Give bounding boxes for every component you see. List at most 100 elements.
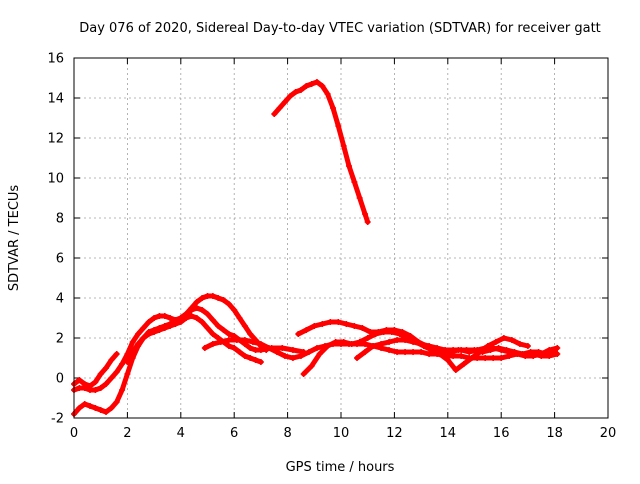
x-tick-label: 2 xyxy=(123,426,131,441)
data-point xyxy=(297,353,304,359)
data-point xyxy=(289,347,296,353)
data-point xyxy=(289,355,296,361)
data-point xyxy=(204,293,211,299)
x-axis-label: GPS time / hours xyxy=(286,460,395,475)
data-point xyxy=(434,345,441,351)
data-point xyxy=(108,357,115,363)
series-track-D xyxy=(124,313,264,365)
series-track-C xyxy=(71,351,120,389)
data-point xyxy=(81,401,88,407)
data-point xyxy=(335,319,342,325)
data-point xyxy=(103,381,110,387)
data-point xyxy=(340,339,347,345)
data-point xyxy=(103,409,110,415)
data-point xyxy=(135,331,142,337)
data-point xyxy=(362,349,369,355)
x-tick-label: 14 xyxy=(440,426,457,441)
data-point xyxy=(490,355,497,361)
data-point xyxy=(313,79,320,85)
data-point xyxy=(135,341,142,347)
data-point xyxy=(396,331,403,337)
data-point xyxy=(450,347,457,353)
y-tick-label: 4 xyxy=(56,292,64,307)
data-point xyxy=(108,375,115,381)
data-point xyxy=(524,343,531,349)
data-point xyxy=(177,319,184,325)
data-point xyxy=(193,315,200,321)
data-point xyxy=(217,339,224,345)
y-tick-label: -2 xyxy=(51,412,64,427)
data-point xyxy=(257,347,264,353)
data-point xyxy=(225,343,232,349)
data-point xyxy=(450,353,457,359)
data-point xyxy=(300,371,307,377)
series-trace xyxy=(71,305,307,393)
data-point xyxy=(271,111,278,117)
data-point xyxy=(297,87,304,93)
data-point xyxy=(303,83,310,89)
data-point xyxy=(426,343,433,349)
data-point xyxy=(506,349,513,355)
data-point xyxy=(140,335,147,341)
data-point xyxy=(386,339,393,345)
data-point xyxy=(193,305,200,311)
data-point xyxy=(97,371,104,377)
data-point xyxy=(124,371,131,377)
data-point xyxy=(119,387,126,393)
data-point xyxy=(370,343,377,349)
data-point xyxy=(516,341,523,347)
data-point xyxy=(498,347,505,353)
data-point xyxy=(380,329,387,335)
y-axis-label: SDTVAR / TECUs xyxy=(7,185,22,292)
data-point xyxy=(340,143,347,149)
y-tick-label: 8 xyxy=(56,212,64,227)
data-point xyxy=(554,345,561,351)
y-tick-label: 14 xyxy=(47,92,64,107)
data-point xyxy=(351,323,358,329)
data-point xyxy=(113,399,120,405)
x-tick-label: 18 xyxy=(546,426,563,441)
data-point xyxy=(319,321,326,327)
data-point xyxy=(305,349,312,355)
y-tick-label: 10 xyxy=(47,172,64,187)
data-point xyxy=(514,351,521,357)
data-point xyxy=(362,211,369,217)
data-point xyxy=(329,105,336,111)
data-point xyxy=(281,353,288,359)
data-point xyxy=(426,351,433,357)
data-point xyxy=(92,387,99,393)
axis-ticks: 0 2 4 6 8 10 12 14 16 18 20 -2 0 2 4 6 8 10 12 14 16 xyxy=(47,52,616,442)
data-point xyxy=(436,351,443,357)
data-point xyxy=(364,219,371,225)
data-point xyxy=(241,353,248,359)
data-point xyxy=(332,339,339,345)
series-track-I xyxy=(271,79,371,225)
data-point xyxy=(249,339,256,345)
x-tick-label: 6 xyxy=(230,426,238,441)
x-tick-label: 10 xyxy=(333,426,350,441)
data-point xyxy=(76,405,83,411)
y-tick-label: 6 xyxy=(56,252,64,267)
data-point xyxy=(276,105,283,111)
data-point xyxy=(460,361,467,367)
data-point xyxy=(247,345,254,351)
data-point xyxy=(252,357,259,363)
data-point xyxy=(81,381,88,387)
series-trace xyxy=(271,79,371,225)
data-point xyxy=(319,83,326,89)
data-point xyxy=(530,353,537,359)
data-point xyxy=(87,383,94,389)
data-point xyxy=(199,319,206,325)
data-point xyxy=(388,329,395,335)
data-point xyxy=(466,349,473,355)
data-point xyxy=(335,123,342,129)
data-point xyxy=(498,355,505,361)
data-point xyxy=(76,377,83,383)
y-tick-label: 0 xyxy=(56,372,64,387)
data-point xyxy=(538,351,545,357)
data-point xyxy=(418,349,425,355)
x-tick-label: 4 xyxy=(177,426,185,441)
data-point xyxy=(241,323,248,329)
data-point xyxy=(316,351,323,357)
